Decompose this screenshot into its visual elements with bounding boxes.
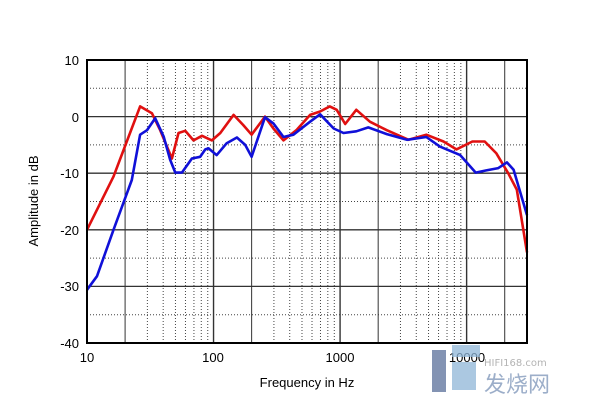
y-tick-label: -10 (60, 166, 79, 181)
x-tick-label: 1000 (326, 350, 355, 365)
x-tick-label: 10 (80, 350, 94, 365)
y-tick-label: 10 (65, 53, 79, 68)
y-tick-labels: 10 0 -10 -20 -30 -40 (60, 53, 79, 351)
watermark-site: HIFI168.com (484, 358, 547, 369)
series-layer (85, 105, 529, 291)
watermark-logo-mark (432, 350, 446, 392)
watermark-logo-mark (452, 345, 480, 357)
y-axis-label: Amplitude in dB (26, 155, 41, 246)
y-tick-label: -20 (60, 223, 79, 238)
watermark-name: 发烧网 (484, 373, 550, 398)
series-line-blue (85, 113, 529, 291)
x-axis-label: Frequency in Hz (260, 375, 355, 390)
y-tick-label: -40 (60, 336, 79, 351)
y-tick-label: 0 (72, 110, 79, 125)
plot-frame (86, 59, 528, 344)
x-tick-label: 100 (202, 350, 224, 365)
watermark-logo-mark (452, 362, 476, 390)
series-line-red (85, 105, 529, 253)
y-tick-label: -30 (60, 279, 79, 294)
watermark: HIFI168.com 发烧网 (432, 345, 550, 398)
x-tick-labels: 10 100 1000 10000 (80, 350, 485, 365)
grid (86, 59, 528, 344)
